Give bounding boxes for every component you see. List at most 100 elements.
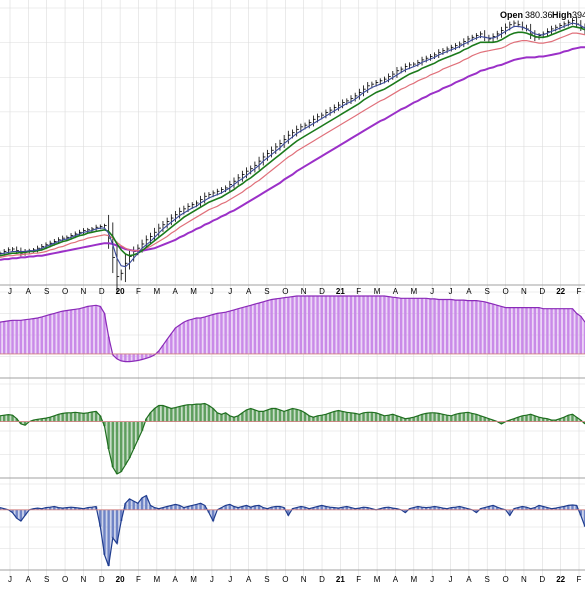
price-bar (275, 143, 278, 155)
high-value: 394 (572, 10, 585, 20)
price-bar (421, 56, 425, 66)
x-tick-label-bottom: D (99, 575, 105, 584)
price-bar (563, 21, 567, 29)
price-bar (329, 106, 333, 116)
x-tick-label-bottom: S (44, 575, 49, 584)
x-tick-label-bottom: A (26, 575, 32, 584)
price-bar (258, 156, 262, 170)
x-tick-label-bottom: A (246, 575, 252, 584)
price-bar (429, 54, 433, 61)
price-bar (467, 35, 471, 45)
axis-layer: J A S O N D 20 F M A M J J A S O N D 21 F M A M J J A S O N D 22 F J A S O N… (8, 287, 582, 584)
x-tick-label-top: J (228, 287, 232, 296)
x-tick-label-bottom: N (81, 575, 87, 584)
ma-red-line (0, 32, 585, 258)
price-bar (170, 214, 174, 226)
x-tick-label-top: O (282, 287, 288, 296)
green-panel-fill (0, 403, 585, 474)
price-bar (145, 235, 149, 249)
price-bar (279, 139, 283, 151)
price-bar (120, 269, 124, 281)
x-tick-label-bottom: D (539, 575, 545, 584)
x-tick-label-bottom: M (410, 575, 417, 584)
x-tick-label-bottom: J (430, 575, 434, 584)
x-tick-label-top: D (539, 287, 545, 296)
price-bar (567, 19, 571, 27)
blue-panel-line (0, 494, 585, 567)
x-tick-label-top: A (26, 287, 32, 296)
price-bar (338, 101, 341, 111)
price-bar (104, 223, 107, 229)
price-bar (471, 34, 475, 42)
x-tick-label-bottom: D (319, 575, 325, 584)
price-layer (0, 16, 585, 293)
price-bar (158, 223, 161, 237)
x-tick-label-top: A (466, 287, 472, 296)
price-bar (450, 44, 454, 52)
price-bar (388, 73, 391, 83)
x-tick-label-top: S (44, 287, 49, 296)
price-bar (283, 134, 287, 148)
x-tick-label-top: M (190, 287, 197, 296)
price-bar (229, 180, 233, 192)
price-bar (484, 30, 487, 42)
ma-long-line (0, 46, 585, 261)
x-tick-label-top: A (173, 287, 179, 296)
price-bar (463, 38, 467, 48)
price-bar (358, 88, 362, 100)
x-tick-label-bottom: F (136, 575, 141, 584)
x-tick-label-top: M (410, 287, 417, 296)
price-bar (346, 98, 350, 106)
x-tick-label-bottom: 20 (116, 575, 125, 584)
price-bar (333, 104, 337, 114)
x-tick-label-bottom: M (190, 575, 197, 584)
x-tick-label-bottom: S (485, 575, 490, 584)
x-tick-label-top: J (210, 287, 214, 296)
price-bar (237, 174, 241, 185)
blue-panel-fill (0, 495, 585, 566)
x-tick-label-bottom: 21 (336, 575, 345, 584)
x-tick-label-bottom: F (577, 575, 582, 584)
x-tick-label-bottom: A (393, 575, 399, 584)
price-bar (505, 23, 508, 35)
purple-panel-line (0, 295, 585, 363)
x-tick-label-top: F (577, 287, 582, 296)
x-tick-label-top: N (81, 287, 87, 296)
price-bar (154, 227, 157, 241)
price-bar (204, 192, 207, 204)
price-bar (342, 99, 345, 109)
purple-panel-fill (0, 296, 585, 362)
x-tick-label-top: N (521, 287, 527, 296)
price-bar (367, 82, 370, 93)
price-bar (404, 63, 408, 73)
x-tick-label-top: O (62, 287, 68, 296)
price-bar (534, 30, 538, 42)
price-bar (308, 119, 312, 129)
indicator-layer (0, 295, 585, 567)
x-tick-label-top: A (246, 287, 252, 296)
grid-layer (0, 0, 585, 578)
open-value: 380.36 (525, 10, 553, 20)
x-tick-label-top: F (356, 287, 361, 296)
price-bar (354, 92, 358, 102)
price-bar (538, 33, 542, 40)
x-tick-label-top: F (136, 287, 141, 296)
x-tick-label-bottom: N (301, 575, 307, 584)
price-bar (124, 254, 128, 283)
x-tick-label-top: S (485, 287, 490, 296)
price-bar (551, 25, 554, 35)
x-tick-label-bottom: 22 (556, 575, 565, 584)
price-bar (312, 115, 316, 127)
header-readout: Open 380.36 High 394 (500, 10, 585, 20)
x-tick-label-top: N (301, 287, 307, 296)
purple-panel (0, 295, 585, 363)
price-bar (496, 30, 500, 40)
x-tick-label-bottom: A (466, 575, 472, 584)
x-tick-label-top: 21 (336, 287, 345, 296)
x-tick-label-top: J (430, 287, 434, 296)
price-bar (425, 55, 429, 63)
price-bar (112, 222, 116, 274)
price-bar (350, 95, 354, 105)
green-panel (0, 402, 585, 475)
